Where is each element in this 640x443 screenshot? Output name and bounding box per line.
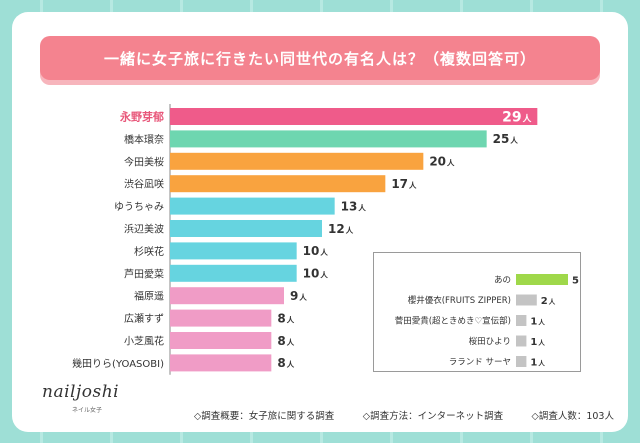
inset-bar (516, 335, 527, 347)
category-label: ゆうちゃみ (114, 201, 164, 213)
category-label: 永野芽郁 (119, 110, 164, 124)
data-label: 20人 (429, 155, 455, 169)
data-label: 10人 (303, 244, 329, 258)
data-label: 8人 (277, 334, 294, 348)
survey-count: ◇調査人数：103人 (531, 411, 614, 422)
category-label: 今田美桜 (124, 155, 164, 168)
bar (170, 220, 322, 237)
brand-logo-sub: ネイル女子 (72, 407, 103, 414)
inset-data-label: 5人 (572, 276, 580, 287)
inset-category-label: ラランド サーヤ (449, 358, 511, 368)
bar (170, 108, 538, 125)
category-label: 広瀬すず (124, 312, 164, 325)
bar (170, 309, 272, 327)
category-label: 杉咲花 (134, 245, 164, 258)
inset-category-label: あの (494, 276, 511, 286)
chart-title: 一緒に女子旅に行きたい同世代の有名人は？（複数回答可） (103, 49, 536, 68)
bar (170, 175, 386, 193)
data-label: 8人 (277, 356, 294, 370)
inset-bar (516, 294, 537, 306)
other-answers-box: あの 5人櫻井優衣(FRUITS ZIPPER) 2人菅田愛貴(超ときめき♡宣伝部)… (373, 252, 581, 372)
bar (170, 197, 335, 215)
category-label: 橋本環奈 (124, 133, 164, 146)
inset-data-label: 1人 (530, 337, 545, 348)
bar (170, 332, 272, 349)
inset-category-label: 菅田愛貴(超ときめき♡宣伝部) (395, 316, 511, 327)
survey-method: ◇調査方法：インターネット調査 (362, 411, 504, 422)
inset-category-label: 桜田ひより (469, 336, 511, 347)
bar (170, 264, 297, 282)
category-label: 小芝風花 (124, 335, 164, 348)
category-label: 渋谷凪咲 (124, 178, 164, 191)
inset-category-label: 櫻井優衣(FRUITS ZIPPER) (408, 295, 511, 306)
data-label: 17人 (391, 177, 417, 191)
inset-data-label: 2人 (541, 296, 556, 307)
category-label: 芦田愛菜 (124, 267, 164, 280)
brand-logo: nailjoshi (42, 382, 120, 402)
bar (170, 287, 284, 305)
category-label: 福原遥 (134, 290, 164, 303)
inset-data-label: 1人 (530, 358, 545, 369)
bar (170, 152, 424, 170)
category-label: 浜辺美波 (124, 223, 164, 236)
data-label: 29人 (502, 110, 531, 126)
inset-bar (516, 315, 527, 326)
survey-overview: ◇調査概要：女子旅に関する調査 (194, 411, 335, 422)
data-label: 13人 (341, 199, 367, 213)
category-label: 幾田りら(YOASOBI) (72, 357, 164, 370)
bar (170, 242, 297, 260)
survey-footer: ◇調査概要：女子旅に関する調査 ◇調査方法：インターネット調査 ◇調査人数：10… (194, 408, 614, 422)
inset-bar (516, 356, 527, 367)
data-label: 25人 (493, 132, 519, 146)
other-answers-chart: あの 5人櫻井優衣(FRUITS ZIPPER) 2人菅田愛貴(超ときめき♡宣伝部)… (395, 274, 580, 369)
title-banner: 一緒に女子旅に行きたい同世代の有名人は？（複数回答可） (40, 36, 600, 80)
bar (170, 130, 487, 148)
bar (170, 354, 272, 372)
data-label: 12人 (328, 222, 354, 236)
inset-data-label: 1人 (530, 317, 545, 328)
chart-card: 一緒に女子旅に行きたい同世代の有名人は？（複数回答可） 永野芽郁 29人橋本環奈 2… (12, 12, 628, 432)
data-label: 10人 (303, 267, 329, 281)
inset-bar (516, 274, 568, 285)
data-label: 8人 (277, 311, 294, 325)
data-label: 9人 (290, 289, 307, 303)
